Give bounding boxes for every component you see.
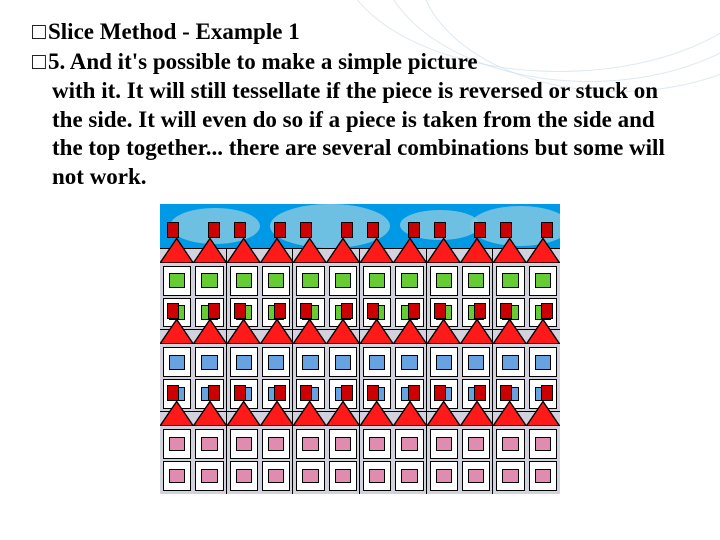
slide-body-block: □5. And it's possible to make a simple p… bbox=[30, 47, 690, 192]
window-icon bbox=[364, 462, 390, 490]
window-icon bbox=[196, 430, 222, 458]
roof-icon bbox=[493, 398, 560, 426]
window-icon bbox=[164, 348, 190, 376]
window-icon bbox=[396, 430, 422, 458]
window-icon bbox=[263, 430, 289, 458]
window-icon bbox=[530, 430, 556, 458]
slide-title: Slice Method - Example 1 bbox=[48, 19, 300, 44]
windows-group bbox=[297, 430, 356, 490]
illustration-container bbox=[30, 204, 690, 494]
slide-title-line: □Slice Method - Example 1 bbox=[30, 18, 690, 45]
window-icon bbox=[263, 462, 289, 490]
roof-icon bbox=[293, 398, 360, 426]
roof-icon bbox=[427, 316, 494, 344]
house-tile bbox=[360, 412, 427, 494]
window-icon bbox=[330, 462, 356, 490]
window-icon bbox=[396, 267, 422, 295]
roof-icon bbox=[293, 316, 360, 344]
window-icon bbox=[231, 462, 257, 490]
window-icon bbox=[463, 462, 489, 490]
window-icon bbox=[497, 430, 523, 458]
roof-icon bbox=[227, 235, 294, 263]
window-icon bbox=[196, 462, 222, 490]
house-grid bbox=[160, 249, 560, 494]
slide-content: □Slice Method - Example 1 □5. And it's p… bbox=[0, 0, 720, 494]
window-icon bbox=[330, 348, 356, 376]
window-icon bbox=[263, 267, 289, 295]
windows-group bbox=[497, 430, 556, 490]
window-icon bbox=[463, 267, 489, 295]
roof-icon bbox=[360, 398, 427, 426]
roof-icon bbox=[360, 235, 427, 263]
windows-group bbox=[431, 430, 490, 490]
window-icon bbox=[297, 348, 323, 376]
roof-icon bbox=[293, 235, 360, 263]
window-icon bbox=[497, 348, 523, 376]
house-tile bbox=[493, 412, 560, 494]
windows-group bbox=[164, 430, 223, 490]
roof-icon bbox=[427, 398, 494, 426]
roof-icon bbox=[160, 235, 227, 263]
window-icon bbox=[364, 348, 390, 376]
window-icon bbox=[431, 348, 457, 376]
window-icon bbox=[330, 430, 356, 458]
slide-body-text: with it. It will still tessellate if the… bbox=[30, 77, 690, 192]
roof-icon bbox=[160, 316, 227, 344]
windows-group bbox=[231, 430, 290, 490]
window-icon bbox=[497, 462, 523, 490]
window-icon bbox=[530, 462, 556, 490]
window-icon bbox=[297, 430, 323, 458]
roof-icon bbox=[493, 316, 560, 344]
window-icon bbox=[297, 267, 323, 295]
window-icon bbox=[530, 267, 556, 295]
roof-icon bbox=[427, 235, 494, 263]
window-icon bbox=[164, 430, 190, 458]
window-icon bbox=[164, 462, 190, 490]
window-icon bbox=[330, 267, 356, 295]
roof-icon bbox=[227, 316, 294, 344]
house-tile bbox=[427, 412, 494, 494]
window-icon bbox=[497, 267, 523, 295]
tessellation-illustration bbox=[160, 204, 560, 494]
window-icon bbox=[263, 348, 289, 376]
window-icon bbox=[364, 430, 390, 458]
window-icon bbox=[530, 348, 556, 376]
house-tile bbox=[293, 412, 360, 494]
window-icon bbox=[431, 267, 457, 295]
window-icon bbox=[164, 267, 190, 295]
windows-group bbox=[364, 430, 423, 490]
window-icon bbox=[463, 430, 489, 458]
window-icon bbox=[196, 267, 222, 295]
window-icon bbox=[231, 430, 257, 458]
roof-icon bbox=[160, 398, 227, 426]
window-icon bbox=[231, 267, 257, 295]
window-icon bbox=[463, 348, 489, 376]
window-icon bbox=[231, 348, 257, 376]
window-icon bbox=[431, 430, 457, 458]
window-icon bbox=[196, 348, 222, 376]
window-icon bbox=[431, 462, 457, 490]
roof-icon bbox=[227, 398, 294, 426]
house-tile bbox=[227, 412, 294, 494]
window-icon bbox=[297, 462, 323, 490]
window-icon bbox=[364, 267, 390, 295]
bullet-icon: □ bbox=[30, 18, 48, 45]
slide-body-text: 5. And it's possible to make a simple pi… bbox=[48, 49, 478, 74]
window-icon bbox=[396, 348, 422, 376]
house-tile bbox=[160, 412, 227, 494]
bullet-icon: □ bbox=[30, 47, 48, 76]
roof-icon bbox=[493, 235, 560, 263]
window-icon bbox=[396, 462, 422, 490]
roof-icon bbox=[360, 316, 427, 344]
